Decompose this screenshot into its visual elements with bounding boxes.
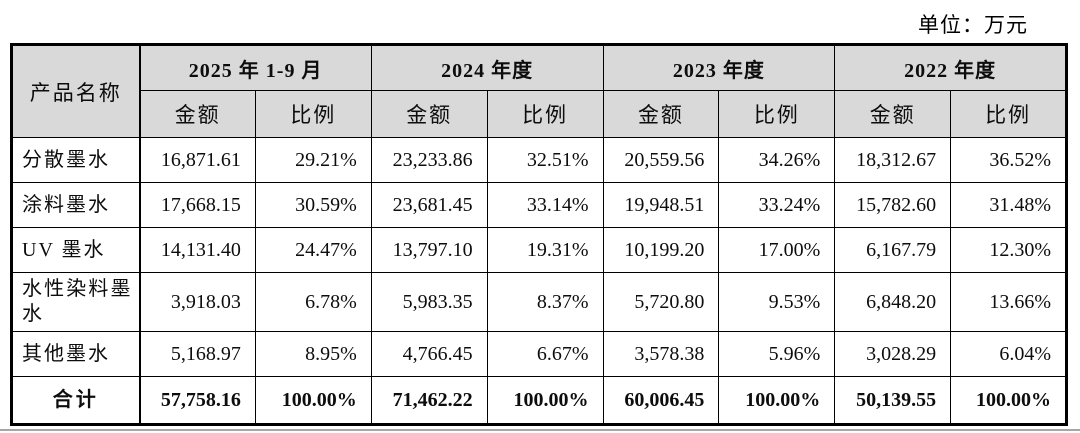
period-header-2023: 2023 年度: [602, 44, 836, 91]
ratio-cell: 8.37%: [486, 272, 604, 332]
ratio-cell: 6.78%: [254, 272, 372, 332]
amount-cell: 3,578.38: [602, 331, 720, 377]
ratio-cell: 12.30%: [950, 227, 1067, 273]
amount-cell: 4,766.45: [370, 331, 488, 377]
ratio-cell: 100.00%: [254, 376, 372, 425]
ratio-cell: 31.48%: [950, 182, 1067, 228]
ratio-header: 比例: [718, 90, 836, 138]
total-row: 合计 57,758.16 100.00% 71,462.22 100.00% 60,006…: [11, 376, 1067, 425]
amount-header: 金额: [602, 90, 720, 138]
amount-cell: 14,131.40: [139, 227, 256, 273]
header-group-row: 产品名称 2025 年 1-9 月 2024 年度 2023 年度 2022 年…: [11, 44, 1067, 138]
ratio-header: 比例: [486, 90, 604, 138]
table-row: UV 墨水 14,131.40 24.47% 13,797.10 19.31% 10,19…: [11, 227, 1067, 273]
product-name-cell: 分散墨水: [11, 137, 141, 183]
ratio-cell: 33.14%: [486, 182, 604, 228]
product-name-cell: UV 墨水: [11, 227, 141, 273]
amount-cell: 6,167.79: [834, 227, 952, 273]
ratio-cell: 32.51%: [486, 137, 604, 183]
ratio-cell: 19.31%: [486, 227, 604, 273]
ratio-cell: 6.67%: [486, 331, 604, 377]
product-name-cell: 涂料墨水: [11, 182, 141, 228]
amount-header: 金额: [370, 90, 488, 138]
table-row: 涂料墨水 17,668.15 30.59% 23,681.45 33.14% 19,948…: [11, 182, 1067, 228]
amount-cell: 71,462.22: [370, 376, 488, 425]
amount-cell: 23,233.86: [370, 137, 488, 183]
ratio-cell: 29.21%: [254, 137, 372, 183]
amount-cell: 57,758.16: [139, 376, 256, 425]
amount-cell: 23,681.45: [370, 182, 488, 228]
amount-header: 金额: [834, 90, 952, 138]
table-row: 分散墨水 16,871.61 29.21% 23,233.86 32.51% 20,559…: [11, 137, 1067, 183]
ratio-cell: 100.00%: [950, 376, 1067, 425]
ratio-cell: 8.95%: [254, 331, 372, 377]
header-sub-row: 金额 比例 金额 比例 金额 比例 金额 比例: [12, 90, 1067, 138]
amount-cell: 3,028.29: [834, 331, 952, 377]
ratio-cell: 13.66%: [950, 272, 1067, 332]
ratio-cell: 100.00%: [718, 376, 836, 425]
unit-label: 单位：万元: [918, 13, 1028, 37]
ratio-cell: 33.24%: [718, 182, 836, 228]
amount-cell: 5,720.80: [602, 272, 720, 332]
product-revenue-table: 产品名称 2025 年 1-9 月 2024 年度 2023 年度 2022 年…: [10, 43, 1068, 426]
amount-cell: 19,948.51: [602, 182, 720, 228]
period-header-2024: 2024 年度: [370, 44, 604, 91]
ratio-cell: 17.00%: [718, 227, 836, 273]
amount-cell: 13,797.10: [370, 227, 488, 273]
amount-cell: 3,918.03: [139, 272, 256, 332]
amount-cell: 15,782.60: [834, 182, 952, 228]
amount-cell: 6,848.20: [834, 272, 952, 332]
ratio-cell: 34.26%: [718, 137, 836, 183]
ratio-cell: 100.00%: [486, 376, 604, 425]
amount-cell: 10,199.20: [602, 227, 720, 273]
amount-cell: 50,139.55: [834, 376, 952, 425]
amount-cell: 17,668.15: [139, 182, 256, 228]
period-header-2022: 2022 年度: [834, 44, 1067, 91]
amount-cell: 20,559.56: [602, 137, 720, 183]
amount-header: 金额: [139, 90, 256, 138]
table-row: 水性染料墨水 3,918.03 6.78% 5,983.35 8.37% 5,720.80…: [11, 272, 1067, 332]
table-row: 其他墨水 5,168.97 8.95% 4,766.45 6.67% 3,578.38 5.…: [11, 331, 1067, 377]
product-name-cell: 水性染料墨水: [11, 272, 141, 332]
total-label-cell: 合计: [11, 376, 141, 425]
product-name-cell: 其他墨水: [11, 331, 141, 377]
period-header-2025: 2025 年 1-9 月: [139, 44, 372, 91]
amount-cell: 5,168.97: [139, 331, 256, 377]
amount-cell: 18,312.67: [834, 137, 952, 183]
ratio-cell: 24.47%: [254, 227, 372, 273]
ratio-cell: 30.59%: [254, 182, 372, 228]
amount-cell: 16,871.61: [139, 137, 256, 183]
ratio-cell: 36.52%: [950, 137, 1067, 183]
amount-cell: 5,983.35: [370, 272, 488, 332]
bottom-divider: [0, 429, 1080, 431]
ratio-cell: 9.53%: [718, 272, 836, 332]
ratio-cell: 5.96%: [718, 331, 836, 377]
amount-cell: 60,006.45: [602, 376, 720, 425]
ratio-header: 比例: [254, 90, 372, 138]
product-name-header: 产品名称: [11, 44, 141, 138]
ratio-cell: 6.04%: [950, 331, 1067, 377]
ratio-header: 比例: [950, 90, 1067, 138]
